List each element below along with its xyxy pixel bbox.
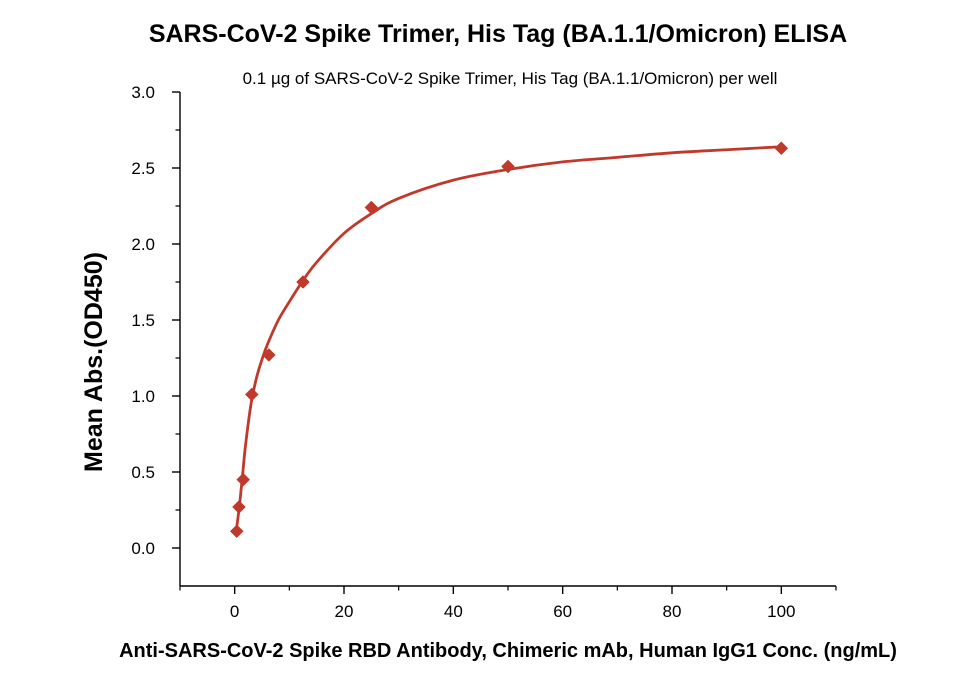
chart-title: SARS-CoV-2 Spike Trimer, His Tag (BA.1.1… <box>149 20 847 48</box>
y-tick-label: 2.5 <box>131 159 155 178</box>
data-point <box>261 348 276 362</box>
data-point <box>236 472 251 487</box>
x-tick-label: 80 <box>663 602 682 621</box>
fit-curve <box>234 145 782 534</box>
data-point <box>501 159 515 174</box>
x-tick-label: 0 <box>230 602 239 621</box>
data-point <box>229 524 244 539</box>
y-tick-label: 0.0 <box>131 539 155 558</box>
data-point <box>244 387 259 402</box>
data-point <box>774 141 789 156</box>
x-tick-label: 40 <box>444 602 463 621</box>
x-axis-title: Anti-SARS-CoV-2 Spike RBD Antibody, Chim… <box>119 640 897 662</box>
y-ticks: 0.0 0.5 1.0 1.5 2.0 2.5 3.0 <box>131 83 180 558</box>
y-tick-label: 3.0 <box>131 83 155 102</box>
data-point <box>364 200 379 215</box>
y-tick-label: 1.0 <box>131 387 155 406</box>
data-point <box>232 500 246 514</box>
y-tick-label: 2.0 <box>131 235 155 254</box>
x-tick-label: 100 <box>767 602 795 621</box>
data-point <box>296 275 310 289</box>
x-tick-label: 60 <box>553 602 572 621</box>
x-ticks: 0 20 40 60 80 100 <box>179 586 837 621</box>
data-points <box>229 141 789 539</box>
chart-subtitle: 0.1 µg of SARS-CoV-2 Spike Trimer, His T… <box>243 69 778 88</box>
y-tick-label: 0.5 <box>131 463 155 482</box>
y-tick-label: 1.5 <box>131 311 155 330</box>
x-tick-label: 20 <box>335 602 354 621</box>
y-axis-title: Mean Abs.(OD450) <box>80 252 108 472</box>
